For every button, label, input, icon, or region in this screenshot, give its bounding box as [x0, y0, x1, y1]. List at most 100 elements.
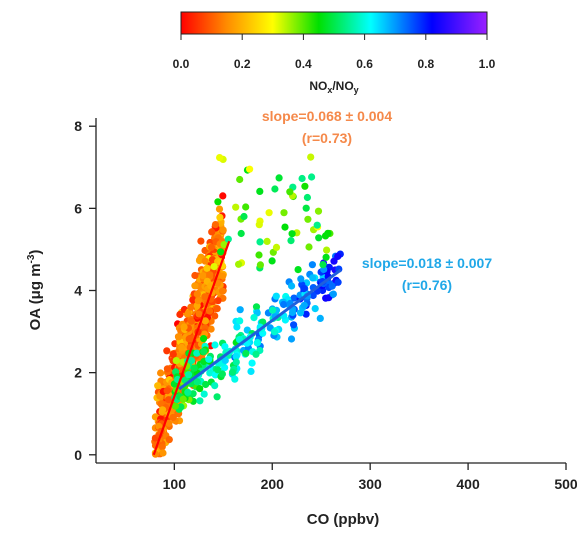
scatter-point	[200, 390, 208, 398]
scatter-point	[308, 261, 316, 269]
scatter-point	[280, 300, 288, 309]
scatter-point	[231, 375, 239, 383]
scatter-point	[304, 215, 312, 223]
scatter-point	[311, 305, 319, 313]
scatter-point	[290, 321, 298, 329]
fit-steep-r-text: (r=0.73)	[302, 130, 352, 146]
scatter-point	[236, 317, 244, 325]
scatter-point	[300, 301, 308, 309]
scatter-point	[200, 348, 208, 356]
scatter-point	[184, 388, 192, 396]
fit-shallow-slope-text: slope=0.018 ± 0.007	[362, 255, 492, 271]
scatter-point	[202, 380, 210, 389]
colorbar-ticks: 0.0 0.2 0.4 0.6 0.8 1.0	[173, 34, 496, 71]
scatter-point	[207, 243, 215, 251]
scatter-point	[328, 282, 336, 290]
y-tick-label: 6	[74, 200, 82, 216]
scatter-point	[211, 341, 219, 349]
scatter-point	[242, 203, 250, 211]
scatter-point	[307, 153, 315, 161]
scatter-point	[287, 237, 295, 245]
scatter-point	[309, 274, 317, 282]
scatter-point	[199, 272, 207, 280]
scatter-point	[268, 257, 276, 265]
scatter-point	[203, 264, 211, 272]
scatter-point	[169, 413, 177, 422]
scatter-point	[177, 403, 185, 411]
scatter-point	[300, 285, 308, 293]
scatter-point	[269, 306, 277, 314]
scatter-point	[330, 257, 338, 265]
scatter-point	[165, 436, 173, 444]
scatter-point	[154, 382, 162, 390]
scatter-point	[220, 241, 228, 249]
scatter-point	[219, 226, 227, 234]
scatter-point	[235, 260, 243, 268]
scatter-point	[172, 357, 180, 365]
fit-annotation-steep: slope=0.068 ± 0.004 (r=0.73)	[262, 108, 392, 146]
scatter-point	[200, 335, 208, 343]
scatter-point	[253, 339, 261, 347]
scatter-point	[191, 271, 199, 280]
scatter-point	[157, 369, 165, 377]
scatter-point	[242, 349, 250, 357]
scatter-point	[316, 314, 324, 322]
scatter-point	[219, 287, 227, 295]
colorbar-gradient	[180, 11, 488, 35]
scatter-point	[218, 370, 226, 378]
y-tick-label: 8	[74, 118, 82, 134]
x-axis-ticks: 100 200 300 400 500	[163, 463, 577, 492]
scatter-point	[169, 350, 177, 358]
scatter-point	[255, 251, 263, 259]
y-tick-label: 0	[74, 447, 82, 463]
scatter-point	[272, 292, 280, 300]
scatter-point	[206, 307, 214, 315]
scatter-point	[216, 213, 224, 221]
x-tick-label: 100	[163, 476, 187, 492]
scatter-point	[193, 378, 201, 386]
scatter-point	[180, 323, 188, 331]
scatter-point	[255, 221, 263, 229]
scatter-point	[305, 243, 313, 251]
scatter-point	[302, 204, 310, 212]
scatter-point	[281, 223, 289, 231]
scatter-point	[297, 275, 305, 283]
scatter-point	[309, 291, 317, 300]
scatter-point	[315, 234, 323, 242]
fit-line-shallow	[178, 268, 342, 391]
x-tick-label: 400	[456, 476, 480, 492]
scatter-point	[329, 290, 337, 298]
scatter-point	[302, 310, 310, 318]
y-axis-label: OA (μg m-3)	[26, 250, 44, 331]
scatter-point	[272, 243, 281, 251]
scatter-point	[275, 174, 283, 182]
scatter-point	[176, 310, 184, 319]
scatter-point	[237, 229, 245, 238]
scatter-point	[194, 297, 202, 305]
scatter-point	[321, 232, 330, 240]
scatter-point	[201, 317, 209, 325]
scatter-point	[179, 395, 187, 403]
scatter-point	[191, 282, 199, 290]
scatter-point	[228, 368, 237, 376]
scatter-point	[216, 154, 224, 162]
scatter-point	[323, 246, 331, 254]
scatter-point	[197, 237, 205, 245]
scatter-point	[211, 382, 219, 390]
scatter-point	[224, 235, 232, 243]
scatter-point	[205, 355, 213, 363]
scatter-point	[248, 359, 256, 367]
x-axis: 100 200 300 400 500	[96, 462, 577, 492]
scatter-point	[296, 309, 305, 317]
scatter-point	[187, 317, 195, 325]
scatter-point	[250, 314, 258, 322]
scatter-point	[319, 286, 327, 295]
scatter-point	[158, 443, 166, 451]
x-tick-label: 200	[261, 476, 285, 492]
scatter-point	[232, 203, 240, 211]
scatter-point	[210, 263, 218, 271]
scatter-point	[188, 357, 196, 365]
scatter-point	[196, 385, 204, 393]
scatter-point	[303, 193, 311, 202]
scatter-point	[193, 290, 201, 298]
